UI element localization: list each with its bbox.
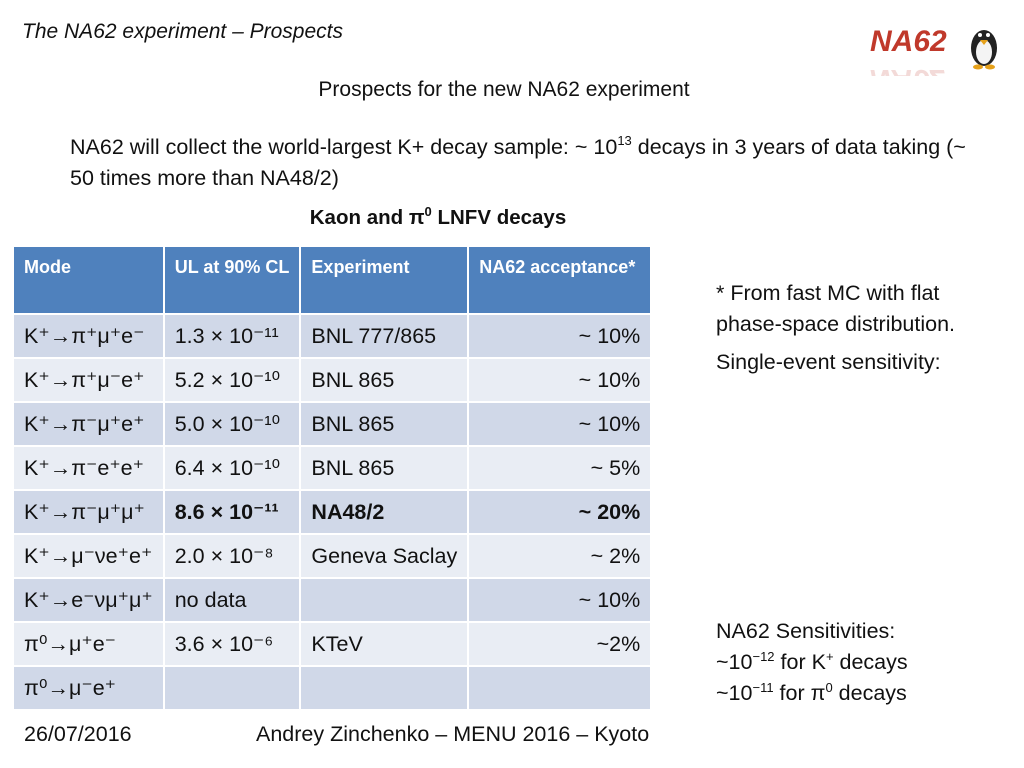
table-row: K⁺→π⁺μ⁺e⁻ 1.3 × 10⁻¹¹ BNL 777/865 ~ 10% xyxy=(12,313,653,359)
cell-ul: 2.0 × 10⁻⁸ xyxy=(162,533,302,579)
sens-pi-text: for π xyxy=(773,681,826,705)
cell-acceptance: ~ 10% xyxy=(467,577,653,623)
cell-experiment: BNL 865 xyxy=(299,401,470,447)
col-header-experiment: Experiment xyxy=(299,245,470,315)
svg-text:NA62: NA62 xyxy=(870,63,947,76)
table-row-highlighted: K⁺→π⁻μ⁺μ⁺ 8.6 × 10⁻¹¹ NA48/2 ~ 20% xyxy=(12,489,653,535)
sens-pi-value: ~10 xyxy=(716,681,753,705)
sensitivities-title: NA62 Sensitivities: xyxy=(716,619,896,643)
caption-sup: 0 xyxy=(424,204,432,220)
cell-mode: K⁺→π⁻μ⁺e⁺ xyxy=(12,401,165,447)
cell-experiment xyxy=(299,577,470,623)
sensitivity-kaon: ~10−12 for K+ decays xyxy=(716,647,908,678)
cell-mode: K⁺→μ⁻νe⁺e⁺ xyxy=(12,533,165,579)
cell-acceptance: ~ 10% xyxy=(467,313,653,359)
cell-ul: 6.4 × 10⁻¹⁰ xyxy=(162,445,302,491)
col-header-acceptance: NA62 acceptance* xyxy=(467,245,653,315)
cell-mode: K⁺→π⁺μ⁻e⁺ xyxy=(12,357,165,403)
intro-text-before: NA62 will collect the world-largest K+ d… xyxy=(70,135,618,159)
table-caption: Kaon and π0 LNFV decays xyxy=(0,204,876,230)
cell-mode: K⁺→e⁻νμ⁺μ⁺ xyxy=(12,577,165,623)
cell-acceptance: ~ 2% xyxy=(467,533,653,579)
cell-acceptance: ~ 5% xyxy=(467,445,653,491)
cell-experiment: BNL 865 xyxy=(299,357,470,403)
table-row: π⁰→μ⁻e⁺ xyxy=(12,665,653,711)
decays-table: Mode UL at 90% CL Experiment NA62 accept… xyxy=(12,245,653,711)
cell-ul: 3.6 × 10⁻⁶ xyxy=(162,621,302,667)
cell-mode: K⁺→π⁻e⁺e⁺ xyxy=(12,445,165,491)
cell-mode: K⁺→π⁻μ⁺μ⁺ xyxy=(12,489,165,535)
cell-experiment: NA48/2 xyxy=(299,489,470,535)
cell-mode: π⁰→μ⁻e⁺ xyxy=(12,665,165,711)
acceptance-footnote: * From fast MC with flat phase-space dis… xyxy=(716,281,956,336)
cell-acceptance: ~ 10% xyxy=(467,357,653,403)
sens-k-text: for K xyxy=(774,650,826,674)
cell-ul: 8.6 × 10⁻¹¹ xyxy=(162,489,302,535)
cell-mode: π⁰→μ⁺e⁻ xyxy=(12,621,165,667)
cell-experiment: Geneva Saclay xyxy=(299,533,470,579)
table-row: K⁺→π⁻e⁺e⁺ 6.4 × 10⁻¹⁰ BNL 865 ~ 5% xyxy=(12,445,653,491)
cell-acceptance: ~ 20% xyxy=(467,489,653,535)
intro-paragraph: NA62 will collect the world-largest K+ d… xyxy=(70,132,970,194)
caption-text-tail: LNFV decays xyxy=(431,206,567,229)
sensitivities-block: NA62 Sensitivities: ~10−12 for K+ decays… xyxy=(716,616,908,709)
sens-k-exp: −12 xyxy=(752,648,775,664)
table-row: K⁺→π⁺μ⁻e⁺ 5.2 × 10⁻¹⁰ BNL 865 ~ 10% xyxy=(12,357,653,403)
cell-experiment xyxy=(299,665,470,711)
sensitivity-pion: ~10−11 for π0 decays xyxy=(716,678,908,709)
slide-subtitle: Prospects for the new NA62 experiment xyxy=(318,78,690,101)
sens-k-value: ~10 xyxy=(716,650,753,674)
cell-experiment: BNL 777/865 xyxy=(299,313,470,359)
sens-k-tail: decays xyxy=(833,650,908,674)
sens-pi-exp: −11 xyxy=(752,679,774,695)
table-row: π⁰→μ⁺e⁻ 3.6 × 10⁻⁶ KTeV ~2% xyxy=(12,621,653,667)
cell-ul: no data xyxy=(162,577,302,623)
col-header-ul: UL at 90% CL xyxy=(162,245,302,315)
cell-experiment: KTeV xyxy=(299,621,470,667)
table-row: K⁺→π⁻μ⁺e⁺ 5.0 × 10⁻¹⁰ BNL 865 ~ 10% xyxy=(12,401,653,447)
intro-text-after: decays in 3 years of data taking (~ 50 t… xyxy=(70,135,966,190)
cell-acceptance: ~ 10% xyxy=(467,401,653,447)
sens-pi-sup: 0 xyxy=(825,679,833,695)
table-header-row: Mode UL at 90% CL Experiment NA62 accept… xyxy=(12,245,653,315)
cell-ul: 5.2 × 10⁻¹⁰ xyxy=(162,357,302,403)
cell-mode: K⁺→π⁺μ⁺e⁻ xyxy=(12,313,165,359)
sens-k-sup: + xyxy=(825,648,834,664)
intro-exponent: 13 xyxy=(617,132,632,148)
footer-author: Andrey Zinchenko – MENU 2016 – Kyoto xyxy=(256,722,650,746)
cell-acceptance: ~2% xyxy=(467,621,653,667)
cell-acceptance xyxy=(467,665,653,711)
caption-text: Kaon and π xyxy=(309,206,425,229)
cell-ul xyxy=(162,665,302,711)
cell-ul: 5.0 × 10⁻¹⁰ xyxy=(162,401,302,447)
footer-date: 26/07/2016 xyxy=(24,722,132,746)
sens-pi-tail: decays xyxy=(832,681,907,705)
table-row: K⁺→μ⁻νe⁺e⁺ 2.0 × 10⁻⁸ Geneva Saclay ~ 2% xyxy=(12,533,653,579)
slide-title: The NA62 experiment – Prospects xyxy=(22,20,343,43)
col-header-mode: Mode xyxy=(12,245,165,315)
cell-experiment: BNL 865 xyxy=(299,445,470,491)
svg-text:NA62: NA62 xyxy=(870,25,947,58)
table-row: K⁺→e⁻νμ⁺μ⁺ no data ~ 10% xyxy=(12,577,653,623)
na62-logo: NA62 NA62 xyxy=(870,25,997,76)
ses-label: Single-event sensitivity: xyxy=(716,350,941,374)
cell-ul: 1.3 × 10⁻¹¹ xyxy=(162,313,302,359)
